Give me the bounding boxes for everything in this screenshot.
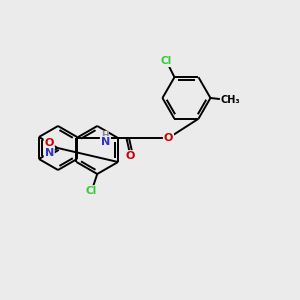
Text: N: N bbox=[101, 137, 110, 147]
Text: Cl: Cl bbox=[85, 186, 97, 196]
Text: O: O bbox=[164, 133, 173, 143]
Text: Cl: Cl bbox=[161, 56, 172, 66]
Text: N: N bbox=[45, 148, 54, 158]
Text: H: H bbox=[101, 131, 108, 140]
Text: O: O bbox=[126, 151, 135, 161]
Text: CH₃: CH₃ bbox=[221, 95, 240, 105]
Text: O: O bbox=[44, 138, 54, 148]
